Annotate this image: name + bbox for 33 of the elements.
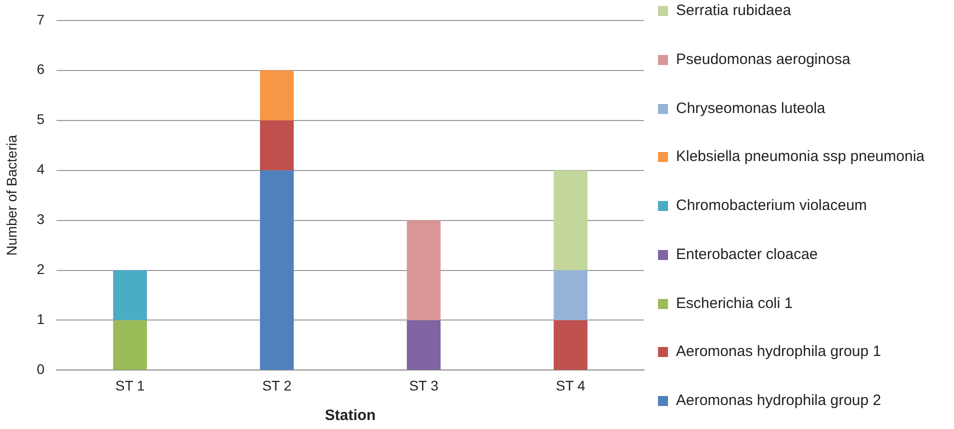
y-tick-label: 5: [36, 111, 45, 128]
legend-label: Klebsiella pneumonia ssp pneumonia: [676, 148, 924, 166]
legend-label: Chryseomonas luteola: [676, 100, 826, 116]
bar: [260, 120, 294, 170]
y-tick-label: 0: [36, 361, 45, 378]
legend-label: Serratia rubidaea: [676, 2, 792, 19]
x-tick-label: ST 1: [115, 377, 145, 394]
legend-label: Pseudomonas aeroginosa: [676, 50, 850, 68]
bar: [406, 320, 441, 370]
bar: [113, 270, 147, 320]
y-axis-title: Number of Bacteria: [3, 134, 20, 256]
bar: [554, 320, 588, 370]
y-tick-label: 1: [36, 311, 45, 328]
legend-label: Escherichia coli 1: [676, 294, 793, 312]
bar: [260, 170, 294, 370]
y-tick-label: 7: [36, 11, 45, 28]
y-tick-label: 3: [36, 211, 45, 228]
legend-label: Chromobacterium violaceum: [676, 197, 867, 214]
legend-label: Aeromonas hydrophila group 2: [676, 392, 882, 409]
x-tick-label: ST 4: [556, 377, 586, 394]
bar: [406, 220, 441, 320]
legend-label: Aeromonas hydrophila group 1: [676, 343, 882, 360]
bar: [554, 170, 588, 270]
y-tick-label: 2: [36, 261, 45, 278]
bar: [260, 70, 294, 120]
x-axis-title: Station: [324, 407, 376, 424]
bar: [113, 320, 147, 370]
y-tick-label: 6: [36, 61, 45, 78]
y-tick-label: 4: [36, 161, 45, 178]
x-tick-label: ST 2: [262, 377, 292, 394]
legend-label: Enterobacter cloacae: [676, 246, 818, 263]
x-tick-label: ST 3: [409, 377, 439, 394]
bar: [554, 270, 588, 320]
